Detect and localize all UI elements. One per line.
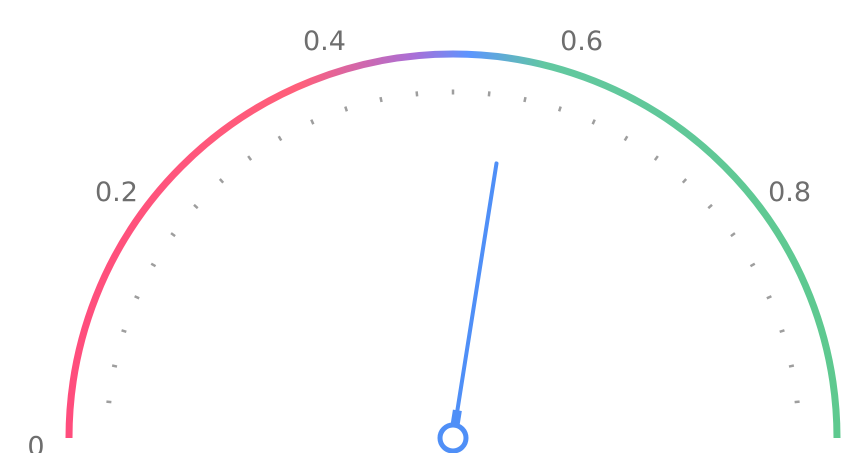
tick-label: 0.6 — [560, 26, 603, 57]
minor-tick — [170, 232, 176, 238]
minor-tick — [766, 295, 772, 300]
minor-tick — [779, 329, 785, 334]
minor-tick — [487, 91, 491, 97]
tick-label: 0 — [27, 432, 44, 453]
minor-tick — [247, 155, 253, 161]
minor-tick — [681, 178, 688, 184]
minor-tick — [310, 119, 315, 125]
minor-tick — [557, 106, 562, 112]
gauge-arc — [65, 50, 841, 439]
minor-tick — [730, 232, 736, 238]
minor-tick — [653, 155, 659, 161]
minor-tick — [111, 364, 118, 368]
needle-hub — [437, 422, 469, 453]
minor-ticks — [106, 89, 800, 404]
minor-tick — [379, 96, 383, 103]
minor-tick — [106, 400, 112, 404]
minor-tick — [749, 262, 756, 268]
tick-labels: 0 0.2 0.4 0.6 0.8 — [27, 26, 811, 453]
minor-tick — [134, 295, 140, 300]
tick-label: 0.8 — [768, 177, 811, 208]
tick-label: 0.2 — [95, 177, 138, 208]
minor-tick — [150, 262, 157, 268]
minor-tick — [623, 135, 629, 142]
minor-tick — [707, 203, 713, 210]
minor-tick — [344, 106, 349, 112]
minor-tick — [788, 364, 795, 368]
minor-tick — [277, 135, 283, 142]
minor-tick — [523, 96, 527, 103]
minor-tick — [415, 91, 419, 97]
tick-label: 0.4 — [303, 26, 346, 57]
minor-tick — [193, 203, 199, 210]
gauge-needle — [451, 161, 499, 440]
minor-tick — [591, 119, 596, 125]
minor-tick — [121, 329, 127, 334]
minor-tick — [794, 400, 800, 404]
minor-tick — [218, 178, 225, 184]
